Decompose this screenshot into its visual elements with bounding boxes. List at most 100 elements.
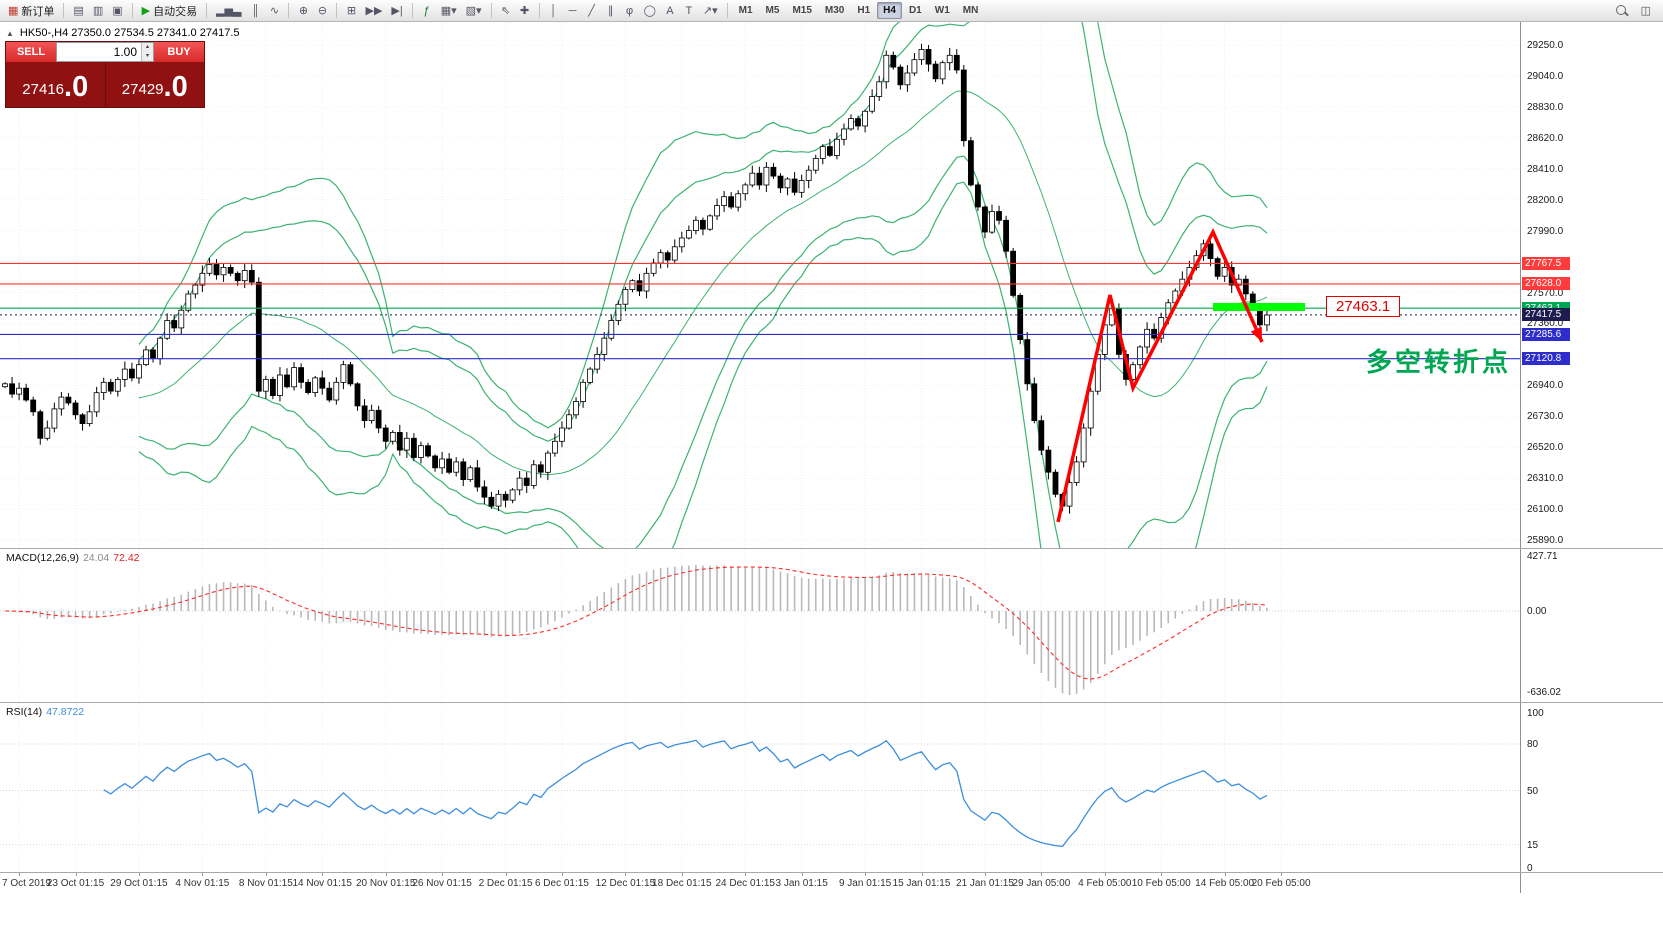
autotrading-button[interactable]: ▶ 自动交易 xyxy=(138,2,201,20)
price-axis[interactable]: 29250.0 29040.0 28830.0 28620.0 28410.0 28200… xyxy=(1520,22,1663,893)
rsi-panel-canvas[interactable] xyxy=(0,703,1520,872)
zoom-in-icon-glyph: ⊕ xyxy=(298,5,309,17)
time-axis[interactable]: 7 Oct 2019 23 Oct 01:15 29 Oct 01:15 4 Nov … xyxy=(0,873,1520,893)
templates-icon[interactable]: ▧▾ xyxy=(462,2,486,20)
price-chart-canvas[interactable] xyxy=(0,22,1520,548)
price-level-badge: 27120.8 xyxy=(1522,352,1570,366)
indicators-icon[interactable]: ƒ xyxy=(418,2,436,20)
zoom-out-icon[interactable]: ⊖ xyxy=(313,2,331,20)
sell-price-frac: .0 xyxy=(64,71,89,103)
auto-scroll-icon[interactable]: ▶▶ xyxy=(361,2,386,20)
tf-mn[interactable]: MN xyxy=(962,5,979,16)
time-axis-label: 20 Feb 05:00 xyxy=(1251,878,1311,889)
tf-m30[interactable]: M30 xyxy=(824,5,845,16)
text-icon[interactable]: A xyxy=(661,2,679,20)
chart-shift-icon-glyph: ▶| xyxy=(391,5,403,17)
sell-price[interactable]: 27416.0 xyxy=(6,62,106,107)
time-axis-tick xyxy=(1161,873,1163,876)
tf-h1[interactable]: H1 xyxy=(857,5,871,16)
channel-icon[interactable]: ∥ xyxy=(602,2,620,20)
volume-spinner[interactable]: ▴ ▾ xyxy=(141,43,153,61)
macd-panel-canvas[interactable] xyxy=(0,549,1520,702)
vertical-line-icon[interactable]: │ xyxy=(545,2,563,20)
tf-m5[interactable]: M5 xyxy=(765,5,780,16)
time-axis-tick xyxy=(505,873,507,876)
price-level-badge: 27285.6 xyxy=(1522,327,1570,341)
line-chart-icon[interactable]: ∿ xyxy=(265,2,283,20)
periods-icon[interactable]: ▦▾ xyxy=(437,2,461,20)
docking-icon-glyph: ◫ xyxy=(1640,5,1651,17)
price-axis-label: 27360.0 xyxy=(1527,318,1564,330)
docking-icon[interactable]: ◫ xyxy=(1637,2,1655,20)
time-axis-tick xyxy=(865,873,867,876)
macd-value-signal: 72.42 xyxy=(113,552,140,564)
buy-button[interactable]: BUY xyxy=(154,42,204,62)
zoom-in-icon[interactable]: ⊕ xyxy=(294,2,312,20)
spin-up-icon[interactable]: ▴ xyxy=(145,44,149,50)
time-axis-label: 20 Nov 01:15 xyxy=(355,878,416,889)
tf-m15[interactable]: M15 xyxy=(792,5,812,16)
sell-button[interactable]: SELL xyxy=(6,42,56,62)
time-axis-label: 18 Dec 01:15 xyxy=(652,878,712,889)
charts-grid-icon[interactable]: ▤ xyxy=(69,2,87,20)
sell-price-main: 27416 xyxy=(22,81,65,98)
trendline-icon[interactable]: ╱ xyxy=(583,2,601,20)
time-axis-label: 14 Nov 01:15 xyxy=(292,878,353,889)
time-axis-tick xyxy=(265,873,267,876)
new-order-button[interactable]: ▦ 新订单 xyxy=(4,2,58,20)
chart-shift-icon[interactable]: ▶| xyxy=(387,2,406,20)
ohlc-text: HK50-,H4 27350.0 27534.5 27341.0 27417.5 xyxy=(19,27,240,39)
toolbar-separator xyxy=(411,3,413,18)
profiles-icon[interactable]: ▥ xyxy=(89,2,107,20)
trend-zigzag-arrow xyxy=(1056,227,1264,523)
fibonacci-icon[interactable]: φ xyxy=(621,2,639,20)
line-chart-icon-glyph: ∿ xyxy=(269,5,280,17)
data-window-icon[interactable]: ▣ xyxy=(108,2,126,20)
time-axis-label: 4 Nov 01:15 xyxy=(175,878,230,889)
toolbar-separator xyxy=(490,3,492,18)
tf-d1[interactable]: D1 xyxy=(908,5,922,16)
autotrading-button-glyph: ▶ xyxy=(141,5,151,17)
arrows-icon[interactable]: ↗▾ xyxy=(699,2,722,20)
candlestick-chart-icon[interactable]: ║ xyxy=(246,2,264,20)
panel-separator-macd[interactable] xyxy=(0,548,1663,549)
macd-axis-label: -636.02 xyxy=(1527,687,1561,699)
tile-windows-icon-glyph: ⊞ xyxy=(346,5,357,17)
horizontal-line-icon[interactable]: ─ xyxy=(564,2,582,20)
spin-down-icon[interactable]: ▾ xyxy=(145,53,149,59)
new-order-button-label: 新订单 xyxy=(21,5,55,18)
bar-chart-icon[interactable]: ▂▅▃ xyxy=(212,2,245,20)
price-level-badge: 27767.5 xyxy=(1522,256,1570,270)
tf-h4[interactable]: H4 xyxy=(877,2,902,19)
charts-grid-icon-glyph: ▤ xyxy=(73,5,84,17)
time-axis-tick xyxy=(984,873,986,876)
crosshair-icon[interactable]: ✚ xyxy=(516,2,534,20)
pivot-note-text: 多空转折点 xyxy=(1366,347,1512,377)
cursor-icon[interactable]: ⇖ xyxy=(497,2,515,20)
time-axis-label: 29 Jan 05:00 xyxy=(1012,878,1071,889)
time-axis-tick xyxy=(138,873,140,876)
order-prices-row: 27416.0 27429.0 xyxy=(6,62,204,107)
volume-value[interactable]: 1.00 xyxy=(113,45,137,59)
tf-m1[interactable]: M1 xyxy=(738,5,753,16)
label-icon[interactable]: T xyxy=(680,2,698,20)
periods-icon-glyph: ▦▾ xyxy=(440,5,457,17)
buy-price[interactable]: 27429.0 xyxy=(106,62,205,107)
tf-w1[interactable]: W1 xyxy=(934,5,950,16)
time-axis-tick xyxy=(1104,873,1106,876)
time-axis-tick xyxy=(442,873,444,876)
chart-ohlc-header: ▲ HK50-,H4 27350.0 27534.5 27341.0 27417… xyxy=(6,27,240,39)
time-axis-tick xyxy=(625,873,627,876)
time-axis-separator xyxy=(0,872,1663,873)
time-axis-tick xyxy=(202,873,204,876)
tile-windows-icon[interactable]: ⊞ xyxy=(342,2,360,20)
toolbar-separator xyxy=(726,3,728,18)
time-axis-label: 26 Nov 01:15 xyxy=(412,878,472,889)
shapes-icon[interactable]: ◯ xyxy=(640,2,660,20)
search-icon[interactable] xyxy=(1611,2,1633,20)
volume-input[interactable]: 1.00 ▴ ▾ xyxy=(56,42,154,62)
price-axis-label: 28200.0 xyxy=(1527,194,1564,206)
price-axis-label: 27570.0 xyxy=(1527,287,1564,299)
one-click-toggle-icon[interactable]: ▲ xyxy=(6,28,14,38)
panel-separator-rsi[interactable] xyxy=(0,702,1663,703)
